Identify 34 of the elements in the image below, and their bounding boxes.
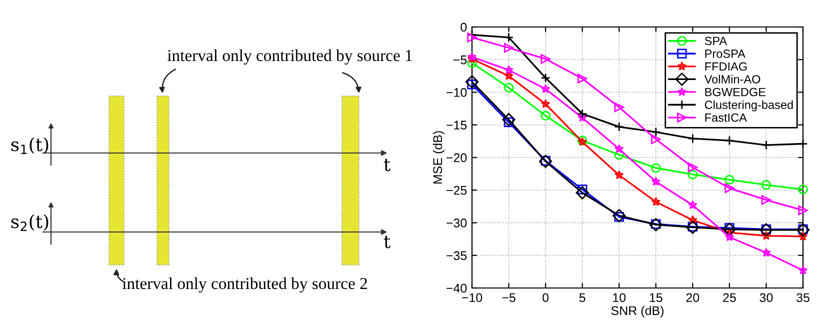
y-axis-title: MSE (dB)	[432, 131, 445, 184]
legend-label: SPA	[704, 36, 728, 46]
y-tick-label: −20	[446, 153, 467, 162]
x-tick-label: 20	[686, 293, 700, 302]
x-tick-label: 25	[723, 293, 736, 302]
text: t	[384, 158, 390, 172]
legend-label: VolMin-AO	[704, 74, 760, 84]
y-tick-label: 0	[460, 22, 467, 32]
text: s$_{2}$(t)	[11, 214, 48, 231]
text: s$_{1}$(t)	[11, 137, 48, 154]
text: interval only contributed by source 1	[167, 49, 412, 65]
y-tick-label: −10	[446, 88, 467, 97]
x-tick-label: 15	[650, 293, 662, 302]
y-tick-label: −5	[454, 56, 467, 64]
x-tick-label: 0	[542, 293, 549, 302]
text: interval only contributed by source 2	[122, 277, 367, 293]
legend-label: ProSPA	[705, 50, 746, 58]
x-tick-label: 30	[760, 293, 773, 302]
y-tick-label: −25	[446, 186, 467, 195]
y-tick-label: −30	[446, 218, 467, 228]
x-axis-title: SNR (dB)	[611, 306, 664, 318]
legend-label: BGWEDGE	[705, 88, 766, 96]
x-tick-label: 5	[579, 293, 586, 302]
legend-label: FastICA	[705, 113, 747, 122]
legend-label: FFDIAG	[705, 62, 747, 71]
y-tick-label: −35	[446, 251, 467, 260]
legend-label: Clustering-based	[704, 100, 793, 112]
text: t	[384, 236, 390, 248]
y-tick-label: −40	[446, 284, 467, 293]
x-tick-label: −5	[502, 293, 516, 302]
x-tick-label: 10	[613, 293, 626, 302]
y-tick-label: −15	[446, 120, 467, 130]
x-tick-label: 35	[796, 293, 810, 302]
x-tick-label: −10	[462, 293, 482, 302]
